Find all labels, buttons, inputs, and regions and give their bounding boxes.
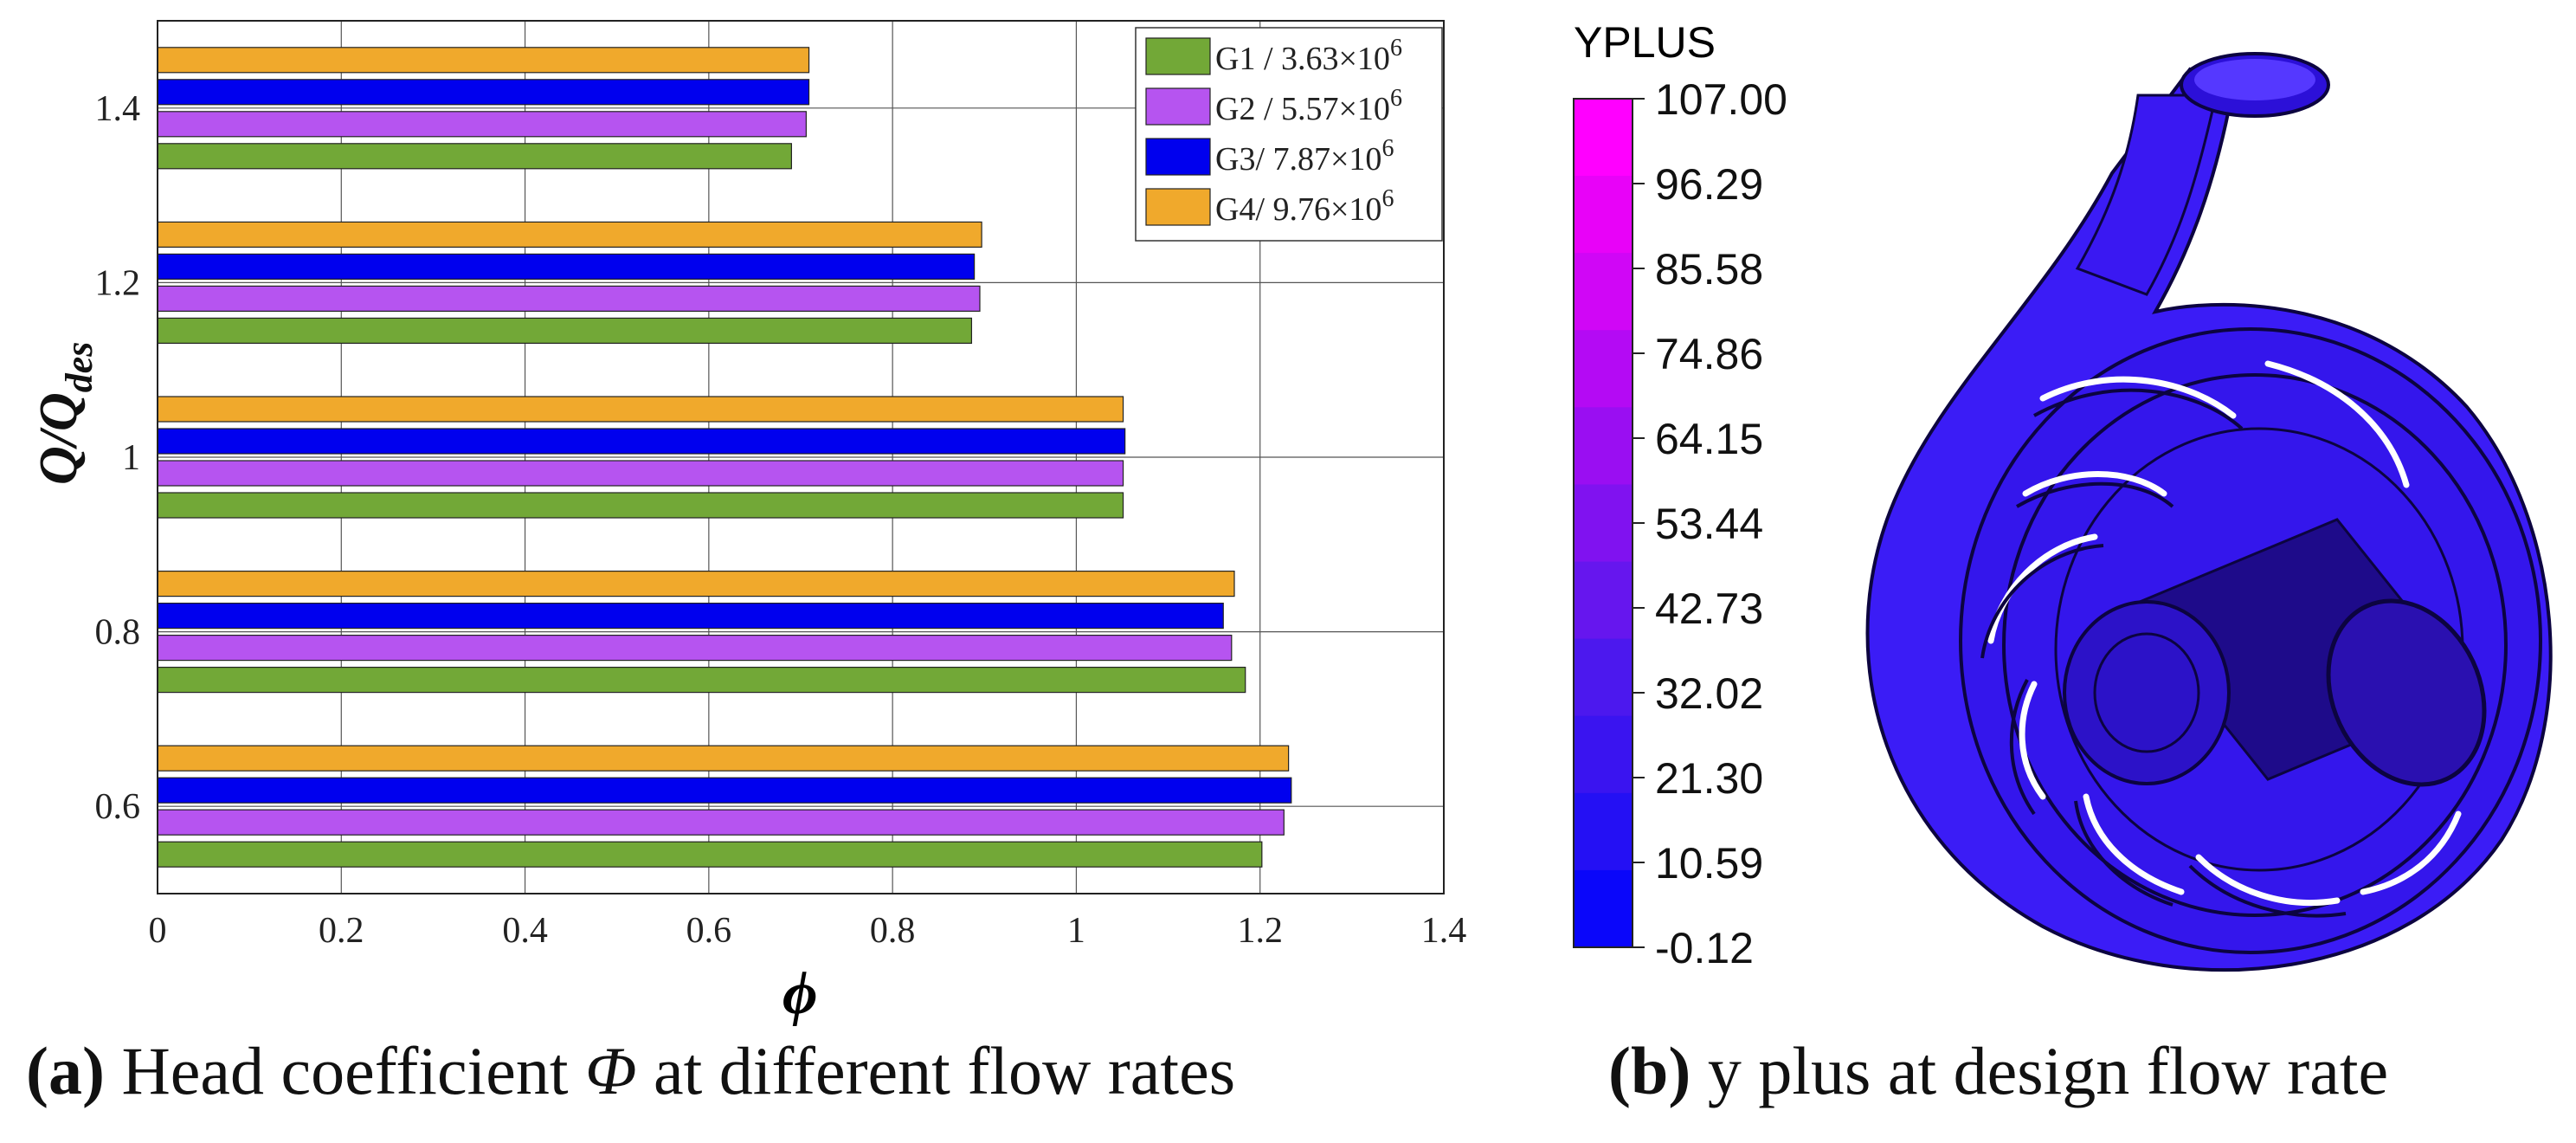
bar-g1-1 bbox=[157, 492, 1124, 519]
x-tick-label: 0.8 bbox=[870, 911, 916, 951]
outlet-pipe bbox=[2075, 94, 2218, 296]
svg-text:Q/Qdes: Q/Qdes bbox=[29, 342, 100, 485]
bar-chart: 0 0.2 0.4 0.6 0.8 1 1.2 1.4 0.6 0.8 1 1.2 1.4 G1 / 3.… bbox=[95, 20, 1467, 951]
bar-g4-1.2 bbox=[157, 221, 982, 248]
colorbar-tick-label: 107.00 bbox=[1655, 78, 1787, 124]
bar-g2-0.8 bbox=[157, 634, 1233, 662]
hub bbox=[2063, 600, 2231, 785]
colorbar-tick-label: 32.02 bbox=[1655, 669, 1763, 718]
colorbar-tick-label: 53.44 bbox=[1655, 500, 1763, 548]
colorbar: 107.00 96.29 85.58 74.86 64.15 53.44 42.73 32.0… bbox=[1573, 78, 1787, 972]
legend-label-g3: G3/ 7.87×106 bbox=[1215, 135, 1394, 178]
bar-g1-0.6 bbox=[157, 841, 1263, 868]
colorbar-title: YPLUS bbox=[1574, 18, 1716, 67]
legend-label-g1: G1 / 3.63×106 bbox=[1215, 35, 1402, 77]
x-axis-label: ϕ bbox=[782, 960, 818, 1027]
bar-g1-1.4 bbox=[157, 143, 792, 170]
colorbar-segment bbox=[1574, 561, 1633, 640]
bar-g3-1.2 bbox=[157, 253, 976, 280]
legend-swatch-g4 bbox=[1145, 188, 1211, 226]
colorbar-tick-label: -0.12 bbox=[1655, 924, 1754, 972]
shaft-end bbox=[2326, 598, 2487, 787]
legend-label-g4: G4/ 9.76×106 bbox=[1215, 185, 1394, 228]
colorbar-tick-label: 85.58 bbox=[1655, 245, 1763, 294]
legend-swatch-g1 bbox=[1145, 37, 1211, 75]
bar-g2-1.4 bbox=[157, 111, 807, 138]
colorbar-segment bbox=[1574, 99, 1633, 178]
y-tick-label: 1.2 bbox=[95, 263, 141, 303]
plot-frame bbox=[157, 20, 1445, 894]
pump-yplus-render bbox=[1865, 52, 2553, 972]
bar-g3-0.8 bbox=[157, 602, 1224, 630]
x-tick-label: 0.4 bbox=[502, 911, 548, 951]
colorbar-segment bbox=[1574, 715, 1633, 794]
caption-a: (a) Head coefficient Φ at different flow… bbox=[26, 1033, 1236, 1108]
bar-g2-1 bbox=[157, 460, 1124, 487]
colorbar-tick-label: 74.86 bbox=[1655, 330, 1763, 378]
colorbar-segment bbox=[1574, 407, 1633, 486]
bar-g1-0.8 bbox=[157, 666, 1246, 694]
legend-label-g2: G2 / 5.57×106 bbox=[1215, 85, 1402, 127]
bar-g1-1.2 bbox=[157, 317, 973, 344]
bar-g2-0.6 bbox=[157, 809, 1285, 836]
bar-g4-0.6 bbox=[157, 745, 1290, 772]
y-tick-label: 1 bbox=[122, 438, 140, 478]
bar-g4-1.4 bbox=[157, 47, 810, 74]
colorbar-segment bbox=[1574, 792, 1633, 871]
bar-g3-0.6 bbox=[157, 777, 1292, 804]
legend-swatch-g3 bbox=[1145, 138, 1211, 176]
bar-g3-1 bbox=[157, 428, 1126, 455]
legend-swatch-g2 bbox=[1145, 87, 1211, 126]
y-tick-label: 0.6 bbox=[95, 787, 141, 827]
colorbar-tick-label: 96.29 bbox=[1655, 160, 1763, 209]
y-tick-label: 1.4 bbox=[95, 89, 141, 129]
colorbar-segment bbox=[1574, 869, 1633, 948]
colorbar-segment bbox=[1574, 330, 1633, 409]
colorbar-segment bbox=[1574, 638, 1633, 717]
y-tick-label: 0.8 bbox=[95, 613, 141, 653]
caption-b: (b) y plus at design flow rate bbox=[1608, 1033, 2389, 1108]
colorbar-tick-label: 21.30 bbox=[1655, 754, 1763, 803]
x-tick-label: 0 bbox=[149, 911, 167, 951]
bar-g3-1.4 bbox=[157, 79, 810, 106]
x-tick-label: 1.2 bbox=[1237, 911, 1283, 951]
colorbar-tick-label: 42.73 bbox=[1655, 584, 1763, 633]
bar-g2-1.2 bbox=[157, 285, 981, 312]
bar-g4-1 bbox=[157, 396, 1124, 423]
y-axis-label: Q/Qdes bbox=[9, 268, 113, 511]
impeller-blades bbox=[1987, 360, 2462, 906]
legend: G1 / 3.63×106 G2 / 5.57×106 G3/ 7.87×106 G4… bbox=[1135, 27, 1443, 242]
x-tick-label: 1 bbox=[1067, 911, 1085, 951]
bar-g4-0.8 bbox=[157, 570, 1235, 597]
colorbar-tick-label: 10.59 bbox=[1655, 839, 1763, 888]
colorbar-segment bbox=[1574, 253, 1633, 332]
colorbar-tick-label: 64.15 bbox=[1655, 415, 1763, 463]
colorbar-segment bbox=[1574, 176, 1633, 255]
x-tick-label: 1.4 bbox=[1421, 911, 1467, 951]
colorbar-segment bbox=[1574, 484, 1633, 563]
x-tick-label: 0.6 bbox=[686, 911, 732, 951]
x-tick-label: 0.2 bbox=[319, 911, 364, 951]
